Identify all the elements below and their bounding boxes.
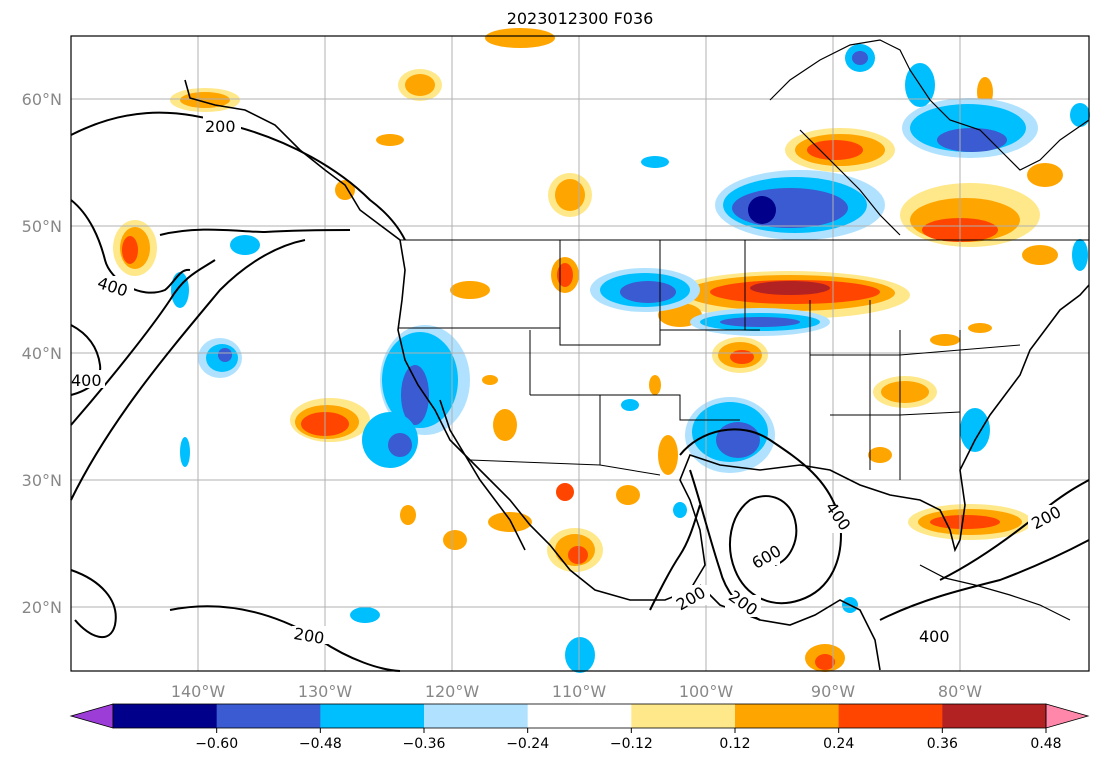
contour-label: 400 (919, 627, 950, 646)
lat-label: 40°N (22, 344, 62, 363)
contour-label-group: 200 400 400 200 400 600 200 200 200 400 (71, 115, 1066, 648)
colorbar-frame (112, 703, 1047, 729)
colorbar-segment (113, 704, 218, 728)
lon-labels: 140°W 130°W 120°W 110°W 100°W 90°W 80°W (171, 682, 982, 701)
plot-frame (70, 35, 1090, 672)
lat-labels: 60°N 50°N 40°N 30°N 20°N (22, 90, 62, 617)
colorbar-extend-low (69, 703, 114, 729)
colorbar-tick-label: −0.12 (610, 736, 653, 752)
colorbar-tick-label: −0.48 (299, 736, 342, 752)
colorbar-tick-label: 0.36 (927, 736, 958, 752)
lat-label: 50°N (22, 217, 62, 236)
colorbar-segment (942, 704, 1047, 728)
colorbar-segment (631, 704, 736, 728)
map-title: 2023012300 F036 (506, 9, 654, 28)
colorbar-extend-high (1045, 703, 1090, 729)
lon-label: 140°W (171, 682, 226, 701)
colorbar-segment (216, 704, 321, 728)
lon-label: 130°W (298, 682, 353, 701)
shaded-field (113, 28, 1090, 673)
contour-label: 200 (205, 117, 236, 136)
colorbar-segment (424, 704, 529, 728)
lon-label: 80°W (938, 682, 982, 701)
colorbar-tick-label: −0.24 (506, 736, 549, 752)
colorbar-tick-label: 0.48 (1030, 736, 1061, 752)
colorbar-tick-label: −0.36 (403, 736, 446, 752)
colorbar: −0.60 −0.48 −0.36 −0.24 −0.12 0.12 0.24 0.36 0.4… (69, 703, 1090, 752)
lat-label: 60°N (22, 90, 62, 109)
colorbar-segment (838, 704, 943, 728)
lon-label: 100°W (679, 682, 734, 701)
lon-label: 110°W (552, 682, 607, 701)
lon-label: 120°W (425, 682, 480, 701)
lon-label: 90°W (811, 682, 855, 701)
lat-label: 30°N (22, 471, 62, 490)
colorbar-tick-label: 0.12 (719, 736, 750, 752)
contour-label: 400 (71, 371, 102, 390)
colorbar-tick-label: −0.60 (195, 736, 238, 752)
plot-area: 200 400 400 200 400 600 200 200 200 400 (70, 28, 1090, 673)
colorbar-segment (735, 704, 840, 728)
colorbar-tick-label: 0.24 (823, 736, 854, 752)
colorbar-segment (527, 704, 632, 728)
colorbar-segment (320, 704, 425, 728)
lat-label: 20°N (22, 598, 62, 617)
